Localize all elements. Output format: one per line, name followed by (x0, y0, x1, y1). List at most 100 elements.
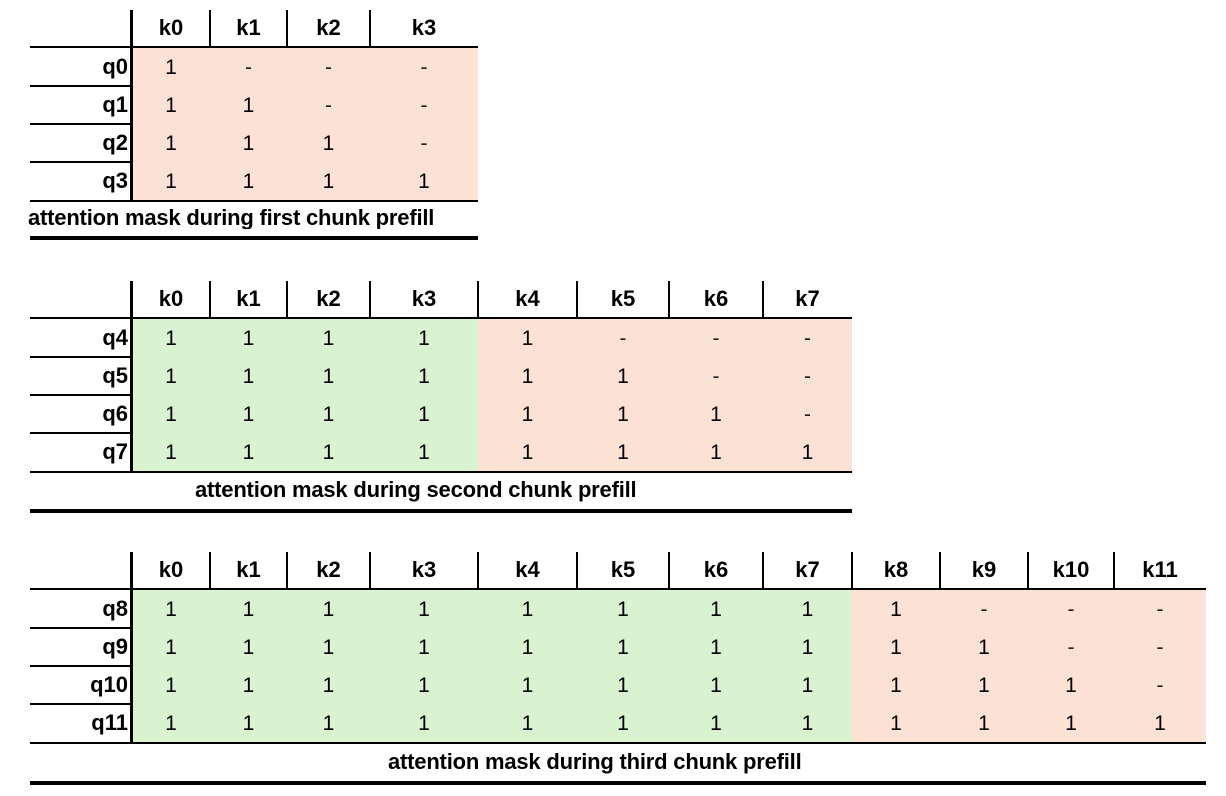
table-caption: attention mask during first chunk prefil… (28, 207, 435, 229)
mask-cell: - (763, 357, 852, 395)
mask-cell: 1 (287, 319, 370, 357)
mask-cell: - (1114, 590, 1206, 628)
column-header-k2: k2 (316, 15, 341, 40)
header-underline (30, 317, 852, 319)
column-header-k1: k1 (236, 557, 261, 582)
row-label-q2: q2 (102, 130, 128, 155)
mask-cell: 1 (1028, 666, 1114, 704)
mask-cell: 1 (132, 319, 210, 357)
mask-cell: 1 (763, 433, 852, 471)
mask-cell: 1 (478, 357, 577, 395)
row-label-divider (30, 665, 132, 667)
mask-cell: - (287, 48, 370, 86)
mask-cell: 1 (370, 628, 478, 666)
row-label-q10: q10 (90, 672, 128, 697)
mask-cell: 1 (287, 395, 370, 433)
column-header-k9: k9 (971, 557, 997, 582)
mask-cell: 1 (478, 666, 577, 704)
mask-cell: 1 (370, 433, 478, 471)
caption-underline (30, 236, 478, 240)
column-header-k6: k6 (703, 557, 729, 582)
column-header-k7: k7 (795, 557, 820, 582)
mask-cell: 1 (669, 704, 763, 742)
column-header-k11: k11 (1142, 557, 1178, 582)
mask-cell: 1 (210, 395, 287, 433)
mask-cell: - (940, 590, 1028, 628)
mask-cell: 1 (940, 666, 1028, 704)
mask-cell: 1 (478, 704, 577, 742)
row-label-divider (30, 123, 132, 125)
mask-cell: - (1028, 628, 1114, 666)
header-underline (30, 588, 1206, 590)
mask-cell: 1 (370, 162, 478, 200)
column-header-divider (1027, 552, 1029, 590)
caption-underline (30, 781, 1206, 785)
mask-cell: 1 (577, 590, 669, 628)
row-label-divider (30, 627, 132, 629)
column-header-divider (477, 281, 479, 319)
column-header-divider (762, 281, 764, 319)
mask-cell: 1 (132, 395, 210, 433)
mask-cell: 1 (1114, 704, 1206, 742)
mask-cell: 1 (763, 628, 852, 666)
column-header-k4: k4 (515, 286, 540, 311)
mask-cell: - (577, 319, 669, 357)
mask-cell: 1 (210, 666, 287, 704)
column-header-divider (762, 552, 764, 590)
column-header-divider (286, 552, 288, 590)
column-header-divider (576, 552, 578, 590)
column-header-divider (369, 552, 371, 590)
mask-cell: 1 (669, 433, 763, 471)
mask-cell: - (763, 319, 852, 357)
column-header-k2: k2 (316, 286, 341, 311)
table-bottom-line (30, 742, 1206, 744)
mask-cell: 1 (370, 357, 478, 395)
mask-cell: - (669, 357, 763, 395)
row-label-column-border (130, 552, 133, 742)
mask-cell: 1 (132, 433, 210, 471)
column-header-k1: k1 (236, 15, 261, 40)
mask-cell: 1 (287, 704, 370, 742)
column-header-k2: k2 (316, 557, 341, 582)
row-label-q5: q5 (102, 363, 128, 388)
mask-cell: - (370, 124, 478, 162)
mask-cell: 1 (132, 48, 210, 86)
mask-cell: 1 (132, 704, 210, 742)
column-header-divider (576, 281, 578, 319)
column-header-k8: k8 (883, 557, 909, 582)
column-header-k3: k3 (411, 557, 437, 582)
mask-cell: 1 (577, 357, 669, 395)
table-bottom-line (30, 471, 852, 473)
mask-cell: 1 (763, 704, 852, 742)
mask-cell: - (370, 86, 478, 124)
row-label-q0: q0 (102, 54, 128, 79)
row-label-divider (30, 432, 132, 434)
mask-cell: 1 (287, 124, 370, 162)
column-header-divider (851, 552, 853, 590)
column-header-divider (286, 10, 288, 48)
column-header-k10: k10 (1052, 557, 1090, 582)
column-header-k0: k0 (158, 557, 184, 582)
mask-cell: 1 (210, 162, 287, 200)
mask-cell: 1 (370, 319, 478, 357)
column-header-k4: k4 (515, 557, 540, 582)
mask-cell: 1 (478, 433, 577, 471)
column-header-divider (209, 552, 211, 590)
mask-cell: 1 (669, 628, 763, 666)
mask-cell: 1 (478, 319, 577, 357)
mask-cell: 1 (577, 433, 669, 471)
column-header-k6: k6 (703, 286, 729, 311)
column-header-divider (286, 281, 288, 319)
mask-cell: 1 (287, 628, 370, 666)
column-header-k7: k7 (795, 286, 820, 311)
header-underline (30, 46, 478, 48)
mask-cell: 1 (210, 319, 287, 357)
mask-cell: 1 (370, 590, 478, 628)
mask-cell: - (1028, 590, 1114, 628)
row-label-q3: q3 (102, 168, 128, 193)
mask-cell: 1 (132, 86, 210, 124)
mask-cell: 1 (210, 628, 287, 666)
column-header-divider (477, 552, 479, 590)
column-header-divider (369, 281, 371, 319)
row-label-q7: q7 (102, 439, 128, 464)
